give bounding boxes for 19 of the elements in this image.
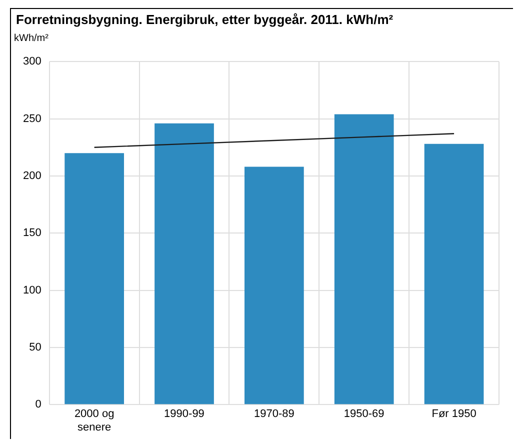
x-tick-label: 2000 og senere	[74, 408, 114, 434]
y-tick-label: 150	[22, 227, 42, 240]
bar	[334, 114, 394, 404]
x-tick-label: Før 1950	[432, 408, 476, 420]
x-tick-label: 1990-99	[164, 408, 204, 420]
x-tick-label: 1970-89	[254, 408, 294, 420]
y-axis-title: kWh/m²	[14, 33, 48, 44]
x-tick-label: 1950-69	[344, 408, 384, 420]
chart-title: Forretningsbygning. Energibruk, etter byggeår. 2011. kWh/m²	[16, 12, 394, 27]
bar	[424, 144, 484, 404]
bar	[64, 153, 124, 404]
y-tick-label: 50	[29, 341, 42, 354]
y-tick-label: 200	[22, 170, 42, 182]
y-tick-label: 300	[22, 56, 42, 68]
y-tick-label: 100	[22, 284, 42, 296]
bar	[244, 166, 304, 404]
bar	[154, 123, 214, 404]
y-tick-label: 250	[22, 112, 42, 125]
y-tick-label: 0	[35, 398, 42, 411]
